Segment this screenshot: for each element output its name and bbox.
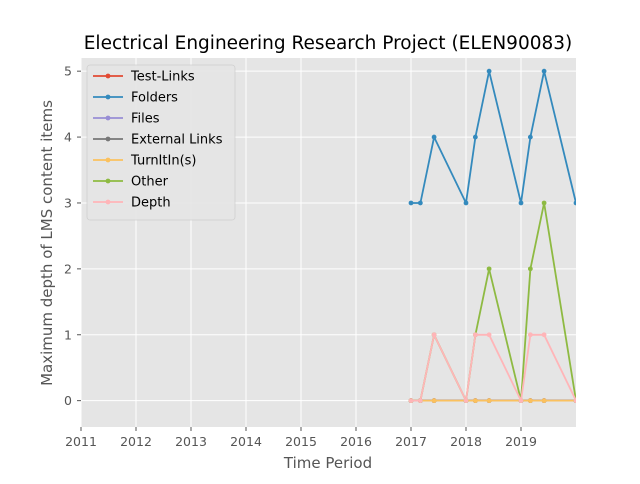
data-point-depth [573, 398, 576, 404]
legend-label: Other [131, 175, 169, 190]
data-point-folders [527, 134, 533, 140]
chart-title: Electrical Engineering Research Project … [84, 33, 573, 54]
data-point-folders [518, 200, 524, 206]
data-point-depth [472, 332, 478, 338]
series-line-depth [411, 333, 576, 402]
y-tick-label: 2 [64, 261, 72, 276]
data-point-depth [463, 398, 469, 404]
legend: Test-Links Folders Files External Links Turn… [86, 64, 236, 221]
data-point-depth [408, 398, 414, 404]
y-tick-label: 5 [64, 64, 72, 79]
y-tick-label: 0 [64, 393, 72, 408]
series-group [408, 68, 576, 404]
legend-label: Depth [131, 196, 171, 211]
y-tick-label: 1 [64, 327, 72, 342]
y-axis-label: Maximum depth of LMS content items [38, 100, 56, 386]
legend-label: TurnItIn(s) [130, 154, 196, 169]
legend-marker [105, 157, 111, 163]
x-axis-label: Time Period [283, 454, 372, 472]
data-point-turnitin-s [541, 398, 547, 404]
data-point-depth [417, 398, 423, 404]
data-point-folders [472, 134, 478, 140]
data-point-turnitin-s [486, 398, 492, 404]
data-point-depth [431, 332, 437, 338]
legend-box [86, 64, 236, 221]
data-point-folders [541, 68, 547, 74]
x-tick-label: 2015 [285, 434, 317, 449]
x-tick-label: 2013 [175, 434, 207, 449]
legend-marker [105, 73, 111, 79]
plot-area: 2011 2012 2013 2014 2015 2016 2017 2018 2019 0 1 2 3… [64, 58, 576, 449]
y-tick-label: 4 [64, 130, 72, 145]
data-point-depth [541, 332, 547, 338]
data-point-depth [527, 332, 533, 338]
x-tick-label: 2017 [395, 434, 427, 449]
data-point-depth [518, 398, 524, 404]
data-point-turnitin-s [431, 398, 437, 404]
legend-marker [105, 94, 111, 100]
x-tick-label: 2012 [120, 434, 152, 449]
legend-marker [105, 136, 111, 142]
legend-marker [105, 178, 111, 184]
x-tick-label: 2011 [65, 434, 97, 449]
legend-label: Folders [131, 91, 178, 106]
data-point-other [541, 200, 547, 206]
x-tick-label: 2019 [505, 434, 537, 449]
data-point-depth [486, 332, 492, 338]
series-line-folders [411, 70, 576, 204]
data-point-other [527, 266, 533, 272]
data-point-folders [417, 200, 423, 206]
x-tick-label: 2014 [230, 434, 262, 449]
data-point-folders [486, 68, 492, 74]
x-tick-label: 2018 [450, 434, 482, 449]
legend-label: External Links [131, 133, 223, 148]
y-tick-label: 3 [64, 195, 72, 210]
legend-label: Files [131, 112, 160, 127]
data-point-turnitin-s [472, 398, 478, 404]
data-point-turnitin-s [527, 398, 533, 404]
legend-marker [105, 115, 111, 121]
legend-marker [105, 199, 111, 205]
data-point-folders [431, 134, 437, 140]
data-point-folders [573, 200, 576, 206]
x-tick-label: 2016 [340, 434, 372, 449]
data-point-other [486, 266, 492, 272]
data-point-folders [463, 200, 469, 206]
legend-label: Test-Links [130, 70, 195, 85]
data-point-folders [408, 200, 414, 206]
